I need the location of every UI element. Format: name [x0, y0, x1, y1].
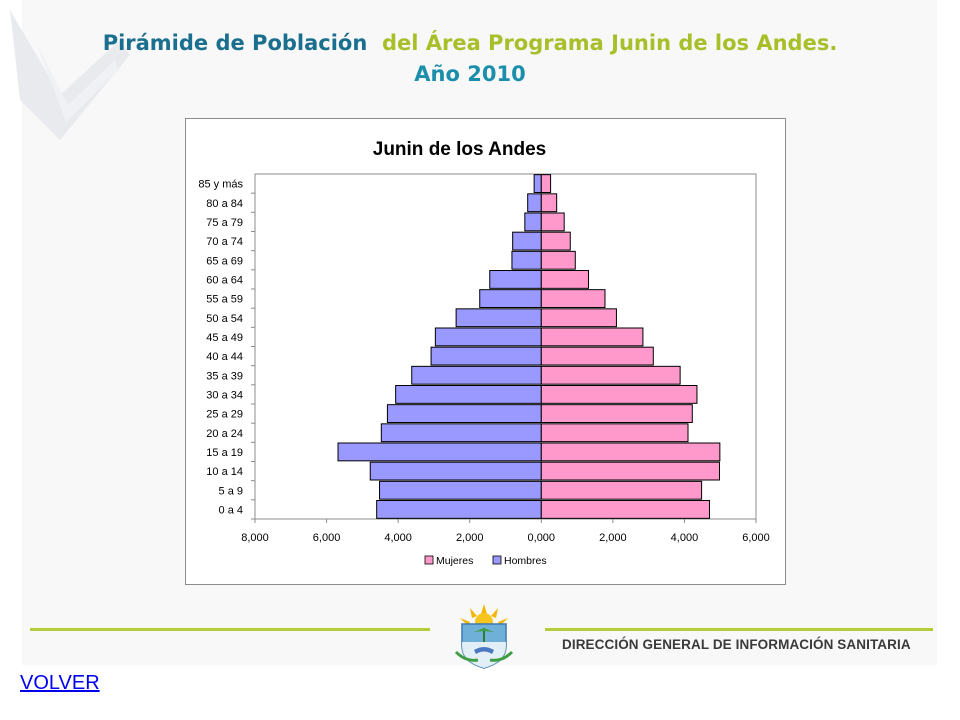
population-pyramid-chart: Junin de los Andes 0 a 4 5 a 9 10 a 14 15 a …: [198, 139, 770, 567]
y-tick-label: 50 a 54: [206, 313, 243, 325]
bar-mujeres: [540, 289, 606, 308]
x-tick-label: 8,000: [241, 532, 269, 544]
x-tick-label: 6,000: [313, 532, 341, 544]
x-tick-label: 4,000: [671, 532, 699, 544]
bar-hombres: [524, 212, 542, 232]
bar-hombres: [533, 174, 542, 193]
bar-hombres: [369, 461, 542, 481]
back-link[interactable]: VOLVER: [20, 672, 100, 694]
y-tick-label: 5 a 9: [219, 485, 243, 497]
bar-hombres: [395, 385, 542, 404]
bar-mujeres: [540, 174, 552, 193]
legend-swatch-mujeres: [424, 555, 434, 565]
x-tick-label: 2,000: [599, 532, 627, 544]
bar-mujeres: [540, 423, 689, 443]
y-tick-label: 35 a 39: [206, 370, 243, 382]
x-tick-label: 0,000: [528, 532, 556, 544]
bar-mujeres: [540, 212, 565, 232]
bar-hombres: [379, 480, 542, 500]
bar-hombres: [380, 423, 542, 443]
page-title: Pirámide de Población del Área Programa …: [80, 28, 860, 90]
bar-hombres: [511, 250, 542, 270]
x-tick-label: 4,000: [384, 532, 412, 544]
bar-mujeres: [540, 231, 571, 251]
bar-hombres: [479, 289, 542, 308]
bar-mujeres: [540, 480, 703, 500]
chart-panel: Junin de los Andes 0 a 4 5 a 9 10 a 14 15 a …: [185, 118, 786, 585]
y-tick-label: 55 a 59: [206, 294, 243, 306]
x-tick-label: 2,000: [456, 532, 484, 544]
bar-mujeres: [540, 193, 558, 213]
y-tick-label: 40 a 44: [206, 351, 243, 363]
y-tick-label: 0 a 4: [219, 504, 243, 516]
decorative-arrow-graphic: [10, 10, 130, 140]
bar-mujeres: [540, 270, 590, 289]
y-tick-label: 15 a 19: [206, 447, 243, 459]
y-tick-label: 80 a 84: [206, 198, 243, 210]
bar-hombres: [376, 500, 542, 519]
y-tick-label: 45 a 49: [206, 332, 243, 344]
organization-name: DIRECCIÓN GENERAL DE INFORMACIÓN SANITAR…: [562, 637, 911, 652]
bar-hombres: [489, 270, 542, 289]
bar-mujeres: [540, 442, 721, 462]
bar-mujeres: [540, 308, 617, 328]
legend-swatch-hombres: [492, 555, 502, 565]
y-tick-label: 65 a 69: [206, 255, 243, 267]
bar-mujeres: [540, 461, 720, 481]
bar-hombres: [434, 327, 542, 347]
legend-label-hombres: Hombres: [504, 555, 547, 567]
y-tick-label: 75 a 79: [206, 217, 243, 229]
title-area: del Área Programa Junin de los Andes.: [381, 31, 838, 55]
legend-label-mujeres: Mujeres: [436, 555, 473, 567]
bar-hombres: [386, 404, 542, 423]
bar-hombres: [455, 308, 542, 328]
x-tick-label: 6,000: [742, 532, 770, 544]
footer-line-right: [545, 628, 933, 631]
bar-hombres: [430, 346, 542, 366]
province-emblem-icon: [454, 604, 514, 669]
y-tick-label: 60 a 64: [206, 274, 243, 286]
y-tick-label: 30 a 34: [206, 389, 243, 401]
bar-hombres: [527, 193, 542, 213]
title-year: Año 2010: [414, 62, 526, 86]
bar-hombres: [337, 442, 542, 462]
bar-mujeres: [540, 250, 576, 270]
y-tick-label: 25 a 29: [206, 409, 243, 421]
bar-mujeres: [540, 385, 698, 404]
y-tick-label: 20 a 24: [206, 428, 243, 440]
bar-mujeres: [540, 365, 681, 385]
footer-line-left: [30, 628, 430, 631]
y-tick-label: 70 a 74: [206, 236, 243, 248]
title-main: Pirámide de Población: [102, 31, 368, 55]
chart-title: Junin de los Andes: [373, 139, 547, 160]
y-tick-label: 10 a 14: [206, 466, 243, 478]
bar-mujeres: [540, 346, 654, 366]
y-tick-label: 85 y más: [198, 179, 243, 191]
bar-mujeres: [540, 500, 710, 519]
bar-hombres: [411, 365, 542, 385]
bar-mujeres: [540, 327, 644, 347]
bar-hombres: [512, 231, 542, 251]
bar-mujeres: [540, 404, 693, 423]
